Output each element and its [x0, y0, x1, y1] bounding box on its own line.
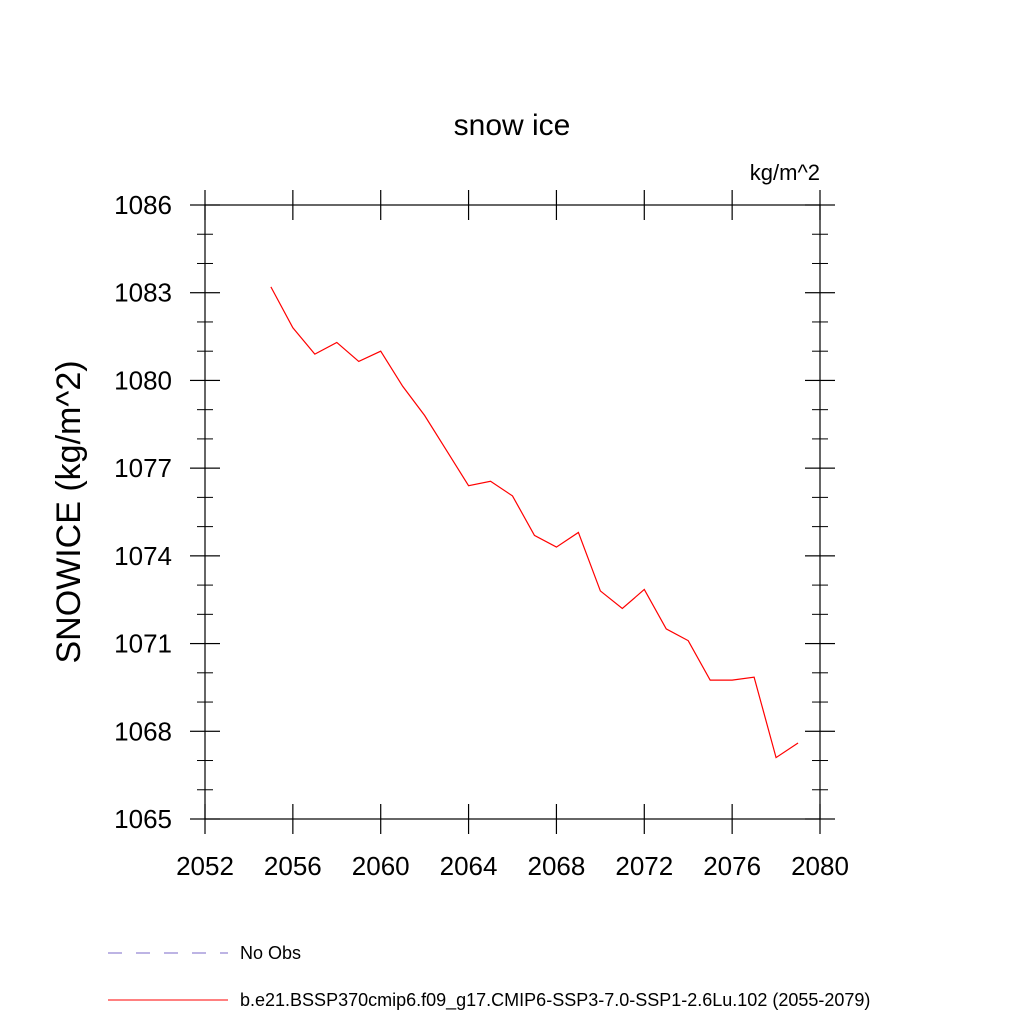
- x-tick-label: 2076: [703, 851, 761, 881]
- series-line: [270, 286, 799, 759]
- x-tick-label: 2052: [176, 851, 234, 881]
- y-tick-label: 1074: [114, 541, 172, 571]
- y-tick-label: 1071: [114, 629, 172, 659]
- y-tick-label: 1068: [114, 716, 172, 746]
- y-axis-label: SNOWICE (kg/m^2): [50, 360, 88, 663]
- y-tick-label: 1080: [114, 365, 172, 395]
- y-tick-label: 1065: [114, 804, 172, 834]
- x-tick-label: 2060: [352, 851, 410, 881]
- legend: No Obs b.e21.BSSP370cmip6.f09_g17.CMIP6-…: [108, 943, 870, 1011]
- series-layer: [270, 286, 799, 759]
- axis-ticks: [190, 190, 835, 834]
- y-tick-label: 1077: [114, 453, 172, 483]
- x-tick-label: 2056: [264, 851, 322, 881]
- x-tick-label: 2068: [528, 851, 586, 881]
- x-tick-label: 2072: [615, 851, 673, 881]
- plot-frame: [204, 204, 821, 820]
- axis-tick-labels: 2052 2056 2060 2064 2068 2072 2076 2080 1065 1068…: [114, 190, 849, 881]
- x-tick-label: 2064: [440, 851, 498, 881]
- y-tick-label: 1083: [114, 278, 172, 308]
- x-tick-label: 2080: [791, 851, 849, 881]
- units-label: kg/m^2: [750, 160, 820, 185]
- y-tick-label: 1086: [114, 190, 172, 220]
- legend-label-series: b.e21.BSSP370cmip6.f09_g17.CMIP6-SSP3-7.…: [240, 990, 870, 1011]
- legend-label-no-obs: No Obs: [240, 943, 301, 963]
- chart-title: snow ice: [454, 109, 571, 142]
